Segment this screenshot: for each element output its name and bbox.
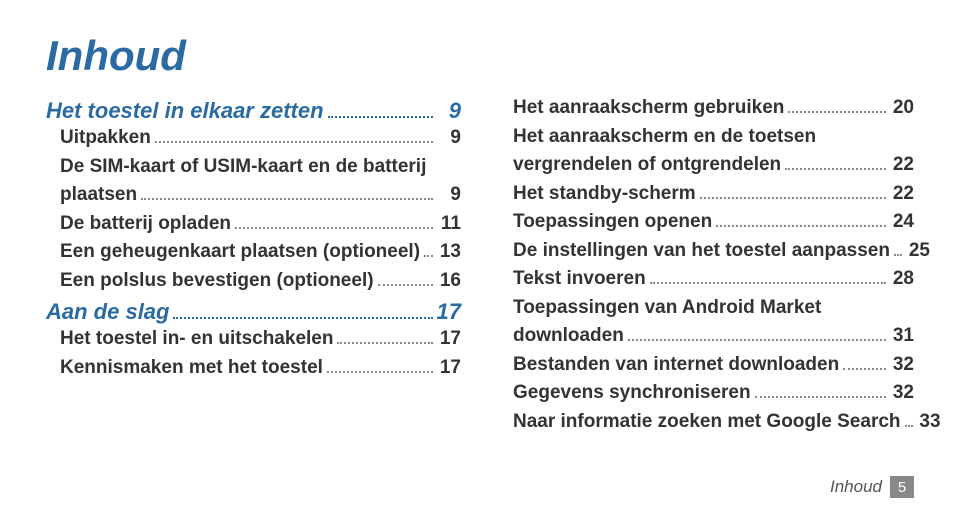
- toc-entry-sim-line2[interactable]: plaatsen 9: [46, 181, 461, 210]
- toc-entry-sync[interactable]: Gegevens synchroniseren 32: [499, 379, 914, 408]
- entry-page: 16: [437, 267, 461, 296]
- entry-page: 33: [917, 408, 941, 437]
- entry-page: 9: [437, 181, 461, 210]
- page-footer: Inhoud 5: [830, 476, 914, 498]
- entry-label: Het toestel in- en uitschakelen: [60, 325, 333, 354]
- toc-entry-settings[interactable]: De instellingen van het toestel aanpasse…: [499, 237, 914, 266]
- entry-label: Toepassingen van Android Market: [513, 294, 821, 323]
- entry-page: 24: [890, 208, 914, 237]
- leader-dots: [700, 197, 886, 199]
- toc-entry-standby[interactable]: Het standby-scherm 22: [499, 180, 914, 209]
- entry-page: 22: [890, 151, 914, 180]
- toc-entry-sim[interactable]: De SIM-kaart of USIM-kaart en de batteri…: [46, 153, 461, 182]
- leader-dots: [155, 141, 433, 143]
- section-page: 17: [437, 299, 461, 325]
- leader-dots: [327, 371, 433, 373]
- entry-label: Het standby-scherm: [513, 180, 696, 209]
- toc-entry-onoff[interactable]: Het toestel in- en uitschakelen 17: [46, 325, 461, 354]
- toc-entry-intro[interactable]: Kennismaken met het toestel 17: [46, 354, 461, 383]
- leader-dots: [328, 116, 433, 118]
- entry-page: 28: [890, 265, 914, 294]
- section-head-start[interactable]: Aan de slag 17: [46, 299, 461, 325]
- entry-page: 31: [890, 322, 914, 351]
- entry-page: 9: [437, 124, 461, 153]
- right-column: Het aanraakscherm gebruiken 20 Het aanra…: [499, 94, 914, 436]
- toc-entry-lock-line2[interactable]: vergrendelen of ontgrendelen 22: [499, 151, 914, 180]
- toc-entry-apps[interactable]: Toepassingen openen 24: [499, 208, 914, 237]
- leader-dots: [235, 227, 433, 229]
- entry-label: Kennismaken met het toestel: [60, 354, 323, 383]
- entry-page: 32: [890, 351, 914, 380]
- entry-page: 17: [437, 325, 461, 354]
- entry-page: 11: [437, 210, 461, 239]
- entry-page: 17: [437, 354, 461, 383]
- toc-entry-download[interactable]: Bestanden van internet downloaden 32: [499, 351, 914, 380]
- entry-label: Naar informatie zoeken met Google Search: [513, 408, 901, 437]
- leader-dots: [628, 339, 886, 341]
- leader-dots: [905, 425, 913, 427]
- entry-label: Toepassingen openen: [513, 208, 712, 237]
- entry-label-line1: De SIM-kaart of USIM-kaart en de batteri…: [60, 156, 426, 177]
- entry-label: De instellingen van het toestel aanpasse…: [513, 237, 890, 266]
- toc-entry-text[interactable]: Tekst invoeren 28: [499, 265, 914, 294]
- toc-entry-touch[interactable]: Het aanraakscherm gebruiken 20: [499, 94, 914, 123]
- footer-page-number: 5: [890, 476, 914, 498]
- toc-entry-strap[interactable]: Een polslus bevestigen (optioneel) 16: [46, 267, 461, 296]
- entry-label: Gegevens synchroniseren: [513, 379, 751, 408]
- leader-dots: [378, 284, 433, 286]
- entry-label: Een geheugenkaart plaatsen (optioneel): [60, 238, 420, 267]
- section-head-assembly[interactable]: Het toestel in elkaar zetten 9: [46, 98, 461, 124]
- entry-page: 25: [906, 237, 930, 266]
- section-label: Het toestel in elkaar zetten: [46, 98, 324, 124]
- toc-entry-market-line2[interactable]: downloaden 31: [499, 322, 914, 351]
- leader-dots: [141, 198, 433, 200]
- leader-dots: [785, 168, 886, 170]
- toc-entry-market[interactable]: Toepassingen van Android Market: [499, 294, 914, 323]
- leader-dots: [337, 342, 433, 344]
- leader-dots: [843, 368, 886, 370]
- section-page: 9: [437, 98, 461, 124]
- section-label: Aan de slag: [46, 299, 169, 325]
- leader-dots: [650, 282, 886, 284]
- leader-dots: [755, 396, 886, 398]
- entry-label: De SIM-kaart of USIM-kaart en de batteri…: [60, 153, 426, 182]
- toc-entry-charge[interactable]: De batterij opladen 11: [46, 210, 461, 239]
- toc-columns: Het toestel in elkaar zetten 9 Uitpakken…: [46, 94, 914, 436]
- entry-label: Bestanden van internet downloaden: [513, 351, 839, 380]
- entry-label-line2: plaatsen: [60, 181, 137, 210]
- entry-page: 13: [437, 238, 461, 267]
- entry-label: Het aanraakscherm en de toetsen: [513, 123, 816, 152]
- entry-label: Het aanraakscherm gebruiken: [513, 94, 784, 123]
- entry-page: 32: [890, 379, 914, 408]
- toc-entry-lock[interactable]: Het aanraakscherm en de toetsen: [499, 123, 914, 152]
- toc-entry-unpack[interactable]: Uitpakken 9: [46, 124, 461, 153]
- leader-dots: [716, 225, 886, 227]
- entry-label: Tekst invoeren: [513, 265, 646, 294]
- left-column: Het toestel in elkaar zetten 9 Uitpakken…: [46, 94, 461, 436]
- page-title: Inhoud: [46, 32, 914, 80]
- footer-label: Inhoud: [830, 477, 882, 497]
- toc-entry-memcard[interactable]: Een geheugenkaart plaatsen (optioneel) 1…: [46, 238, 461, 267]
- leader-dots: [894, 254, 902, 256]
- entry-page: 22: [890, 180, 914, 209]
- leader-dots: [788, 111, 886, 113]
- leader-dots: [424, 255, 433, 257]
- entry-page: 20: [890, 94, 914, 123]
- toc-entry-search[interactable]: Naar informatie zoeken met Google Search…: [499, 408, 914, 437]
- entry-label-line2: downloaden: [513, 322, 624, 351]
- entry-label: De batterij opladen: [60, 210, 231, 239]
- entry-label: Uitpakken: [60, 124, 151, 153]
- entry-label: Een polslus bevestigen (optioneel): [60, 267, 374, 296]
- entry-label-line2: vergrendelen of ontgrendelen: [513, 151, 781, 180]
- leader-dots: [173, 317, 432, 319]
